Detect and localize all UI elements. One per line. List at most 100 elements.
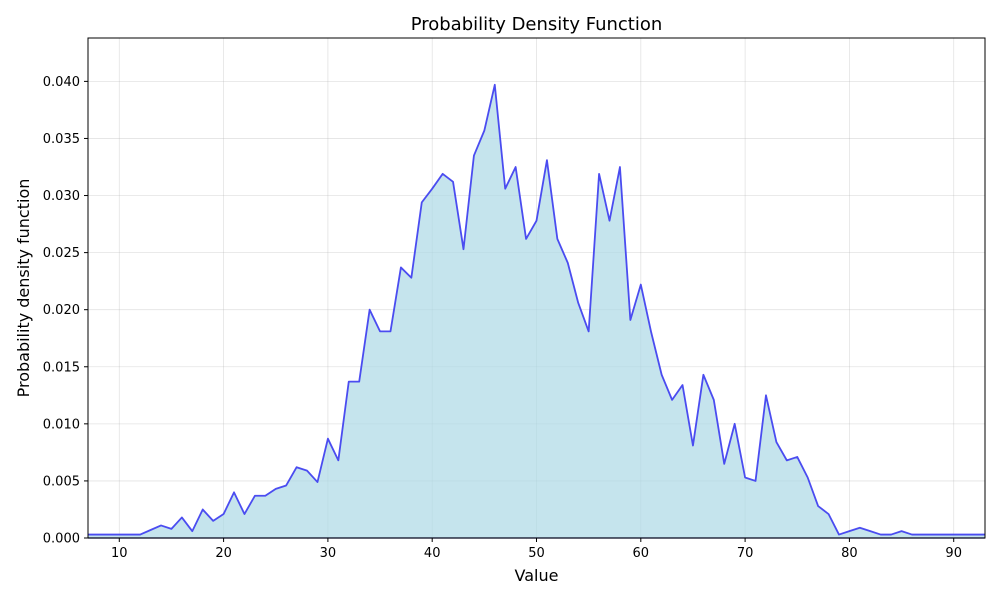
- data-point: [400, 266, 402, 268]
- y-tick-label: 0.040: [43, 75, 80, 90]
- data-point: [129, 533, 131, 535]
- data-point: [514, 166, 516, 168]
- data-point: [494, 84, 496, 86]
- data-point: [254, 495, 256, 497]
- data-point: [786, 459, 788, 461]
- data-point: [149, 529, 151, 531]
- data-point: [733, 423, 735, 425]
- x-tick-label: 40: [424, 546, 441, 561]
- data-point: [389, 330, 391, 332]
- data-point: [452, 181, 454, 183]
- data-point: [806, 476, 808, 478]
- data-point: [504, 187, 506, 189]
- data-point: [754, 480, 756, 482]
- data-point: [348, 380, 350, 382]
- data-point: [316, 481, 318, 483]
- data-point: [243, 513, 245, 515]
- y-tick-label: 0.020: [43, 303, 80, 318]
- data-point: [410, 277, 412, 279]
- data-point: [848, 530, 850, 532]
- data-point: [421, 201, 423, 203]
- y-tick-label: 0.025: [43, 246, 80, 261]
- data-point: [932, 533, 934, 535]
- data-point: [713, 399, 715, 401]
- data-point: [775, 441, 777, 443]
- chart-title: Probability Density Function: [411, 14, 663, 35]
- data-point: [796, 456, 798, 458]
- y-tick-label: 0.030: [43, 189, 80, 204]
- data-point: [629, 319, 631, 321]
- data-point: [817, 505, 819, 507]
- data-point: [963, 533, 965, 535]
- data-point: [827, 513, 829, 515]
- y-tick-label: 0.000: [43, 532, 80, 547]
- data-point: [462, 248, 464, 250]
- y-axis-ticks: 0.000 0.005 0.010 0.015 0.020 0.025 0.030 0.035…: [43, 75, 88, 547]
- x-tick-label: 10: [111, 546, 128, 561]
- data-point: [608, 219, 610, 221]
- data-point: [431, 187, 433, 189]
- data-point: [473, 154, 475, 156]
- data-point: [650, 331, 652, 333]
- data-point: [275, 488, 277, 490]
- data-point: [337, 459, 339, 461]
- data-point: [838, 533, 840, 535]
- data-point: [671, 399, 673, 401]
- data-point: [327, 437, 329, 439]
- y-tick-label: 0.010: [43, 417, 80, 432]
- data-point: [723, 463, 725, 465]
- y-tick-label: 0.035: [43, 132, 80, 147]
- data-point: [264, 495, 266, 497]
- data-point: [587, 330, 589, 332]
- data-point: [160, 524, 162, 526]
- data-point: [525, 238, 527, 240]
- y-tick-label: 0.015: [43, 360, 80, 375]
- x-tick-label: 30: [320, 546, 337, 561]
- x-axis-ticks: 10 20 30 40 50 60 70 80 90: [111, 538, 962, 561]
- data-point: [567, 262, 569, 264]
- x-tick-label: 50: [528, 546, 545, 561]
- data-point: [744, 476, 746, 478]
- data-point: [181, 516, 183, 518]
- data-point: [660, 374, 662, 376]
- data-point: [306, 469, 308, 471]
- x-tick-label: 90: [945, 546, 962, 561]
- data-point: [765, 394, 767, 396]
- data-point: [483, 129, 485, 131]
- data-point: [640, 283, 642, 285]
- density-line: [88, 83, 985, 536]
- data-point: [212, 520, 214, 522]
- data-point: [118, 533, 120, 535]
- x-axis-title: Value: [515, 566, 559, 585]
- data-point: [890, 533, 892, 535]
- data-point: [921, 533, 923, 535]
- data-point: [535, 219, 537, 221]
- data-point: [170, 528, 172, 530]
- data-point: [702, 374, 704, 376]
- data-point: [97, 533, 99, 535]
- data-point: [233, 491, 235, 493]
- data-point: [358, 380, 360, 382]
- data-point: [692, 444, 694, 446]
- data-point: [619, 166, 621, 168]
- area-fill: [88, 84, 985, 539]
- data-point: [973, 533, 975, 535]
- data-point: [942, 533, 944, 535]
- data-point: [379, 330, 381, 332]
- data-point: [869, 530, 871, 532]
- data-point: [202, 508, 204, 510]
- data-point: [598, 173, 600, 175]
- data-point: [546, 159, 548, 161]
- data-point: [139, 533, 141, 535]
- data-point: [953, 533, 955, 535]
- data-point: [900, 530, 902, 532]
- y-tick-label: 0.005: [43, 474, 80, 489]
- x-tick-label: 20: [215, 546, 232, 561]
- data-point: [880, 533, 882, 535]
- data-point: [108, 533, 110, 535]
- data-point: [285, 484, 287, 486]
- data-point: [222, 513, 224, 515]
- data-point: [859, 527, 861, 529]
